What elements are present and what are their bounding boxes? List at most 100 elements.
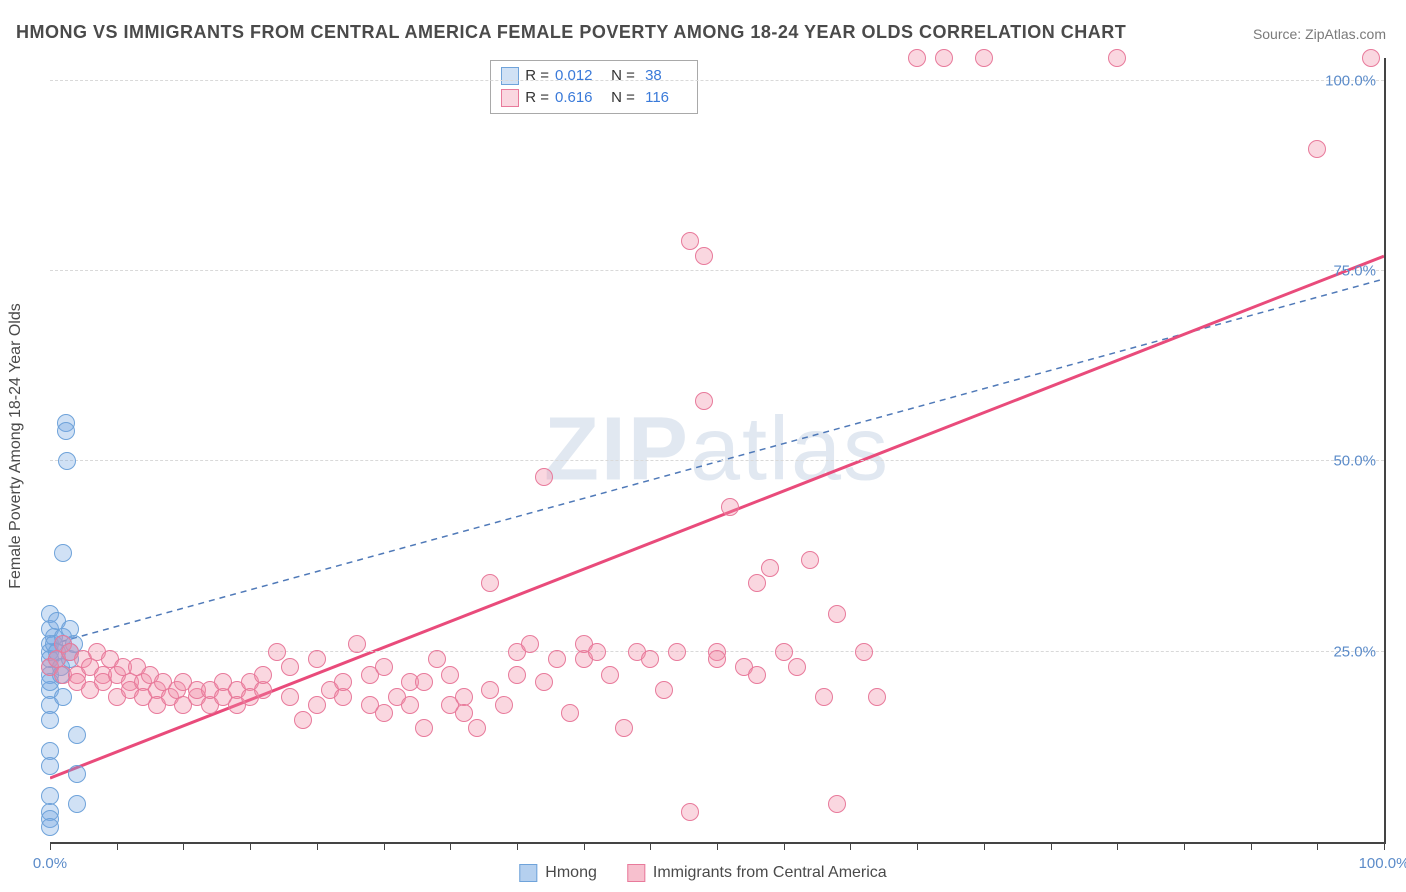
data-point <box>641 650 659 668</box>
data-point <box>548 650 566 668</box>
legend-item: Immigrants from Central America <box>627 864 887 882</box>
legend-swatch <box>627 864 645 882</box>
data-point <box>308 650 326 668</box>
data-point <box>54 688 72 706</box>
data-point <box>57 422 75 440</box>
data-point <box>481 681 499 699</box>
watermark-bold: ZIP <box>544 400 690 500</box>
watermark-rest: atlas <box>690 400 890 500</box>
data-point <box>415 719 433 737</box>
r-value: 0.012 <box>555 65 601 87</box>
x-tick-label: 100.0% <box>1359 855 1406 872</box>
data-point <box>1308 140 1326 158</box>
data-point <box>481 574 499 592</box>
data-point <box>348 635 366 653</box>
x-tick <box>650 842 651 850</box>
trend-line <box>50 279 1384 645</box>
r-label: R = <box>525 87 549 109</box>
data-point <box>801 551 819 569</box>
x-tick <box>717 842 718 850</box>
gridline <box>50 80 1384 81</box>
legend-item: Hmong <box>519 864 597 882</box>
x-tick <box>1251 842 1252 850</box>
data-point <box>748 574 766 592</box>
trend-lines <box>50 58 1384 843</box>
legend-swatch <box>519 864 537 882</box>
x-tick <box>450 842 451 850</box>
data-point <box>254 666 272 684</box>
correlation-chart: HMONG VS IMMIGRANTS FROM CENTRAL AMERICA… <box>0 0 1406 892</box>
data-point <box>655 681 673 699</box>
data-point <box>268 643 286 661</box>
legend-label: Hmong <box>545 864 597 882</box>
x-tick <box>784 842 785 850</box>
data-point <box>334 673 352 691</box>
legend-label: Immigrants from Central America <box>653 864 887 882</box>
data-point <box>761 559 779 577</box>
data-point <box>281 658 299 676</box>
x-tick <box>984 842 985 850</box>
data-point <box>695 247 713 265</box>
x-tick <box>1384 842 1385 850</box>
data-point <box>68 795 86 813</box>
x-tick <box>250 842 251 850</box>
data-point <box>828 605 846 623</box>
data-point <box>375 704 393 722</box>
data-point <box>908 49 926 67</box>
x-tick <box>917 842 918 850</box>
series-legend: Hmong Immigrants from Central America <box>519 864 886 882</box>
data-point <box>868 688 886 706</box>
watermark: ZIPatlas <box>544 399 890 502</box>
x-tick <box>384 842 385 850</box>
x-tick <box>50 842 51 850</box>
data-point <box>428 650 446 668</box>
data-point <box>535 673 553 691</box>
data-point <box>281 688 299 706</box>
data-point <box>975 49 993 67</box>
data-point <box>41 757 59 775</box>
gridline <box>50 460 1384 461</box>
r-label: R = <box>525 65 549 87</box>
data-point <box>68 726 86 744</box>
x-tick <box>584 842 585 850</box>
correlation-row: R =0.012 N = 38 <box>501 65 687 87</box>
data-point <box>828 795 846 813</box>
data-point <box>521 635 539 653</box>
data-point <box>58 452 76 470</box>
x-tick <box>1051 842 1052 850</box>
data-point <box>68 765 86 783</box>
y-axis-title: Female Poverty Among 18-24 Year Olds <box>7 303 25 589</box>
y-tick-label: 75.0% <box>1333 263 1376 280</box>
data-point <box>441 666 459 684</box>
data-point <box>721 498 739 516</box>
data-point <box>708 650 726 668</box>
data-point <box>41 711 59 729</box>
gridline <box>50 270 1384 271</box>
r-value: 0.616 <box>555 87 601 109</box>
x-tick <box>183 842 184 850</box>
data-point <box>668 643 686 661</box>
data-point <box>1108 49 1126 67</box>
x-tick <box>317 842 318 850</box>
data-point <box>601 666 619 684</box>
data-point <box>588 643 606 661</box>
data-point <box>561 704 579 722</box>
data-point <box>54 544 72 562</box>
data-point <box>695 392 713 410</box>
data-point <box>681 232 699 250</box>
x-tick <box>1317 842 1318 850</box>
n-label: N = <box>607 65 635 87</box>
correlation-row: R =0.616 N = 116 <box>501 87 687 109</box>
data-point <box>294 711 312 729</box>
source-attribution: Source: ZipAtlas.com <box>1253 26 1386 42</box>
x-tick-label: 0.0% <box>33 855 67 872</box>
data-point <box>535 468 553 486</box>
data-point <box>788 658 806 676</box>
y-tick-label: 50.0% <box>1333 453 1376 470</box>
plot-area: ZIPatlas R =0.012 N = 38R =0.616 N = 116… <box>50 58 1386 844</box>
n-value: 116 <box>641 87 687 109</box>
x-tick <box>517 842 518 850</box>
legend-swatch <box>501 67 519 85</box>
data-point <box>401 696 419 714</box>
data-point <box>308 696 326 714</box>
